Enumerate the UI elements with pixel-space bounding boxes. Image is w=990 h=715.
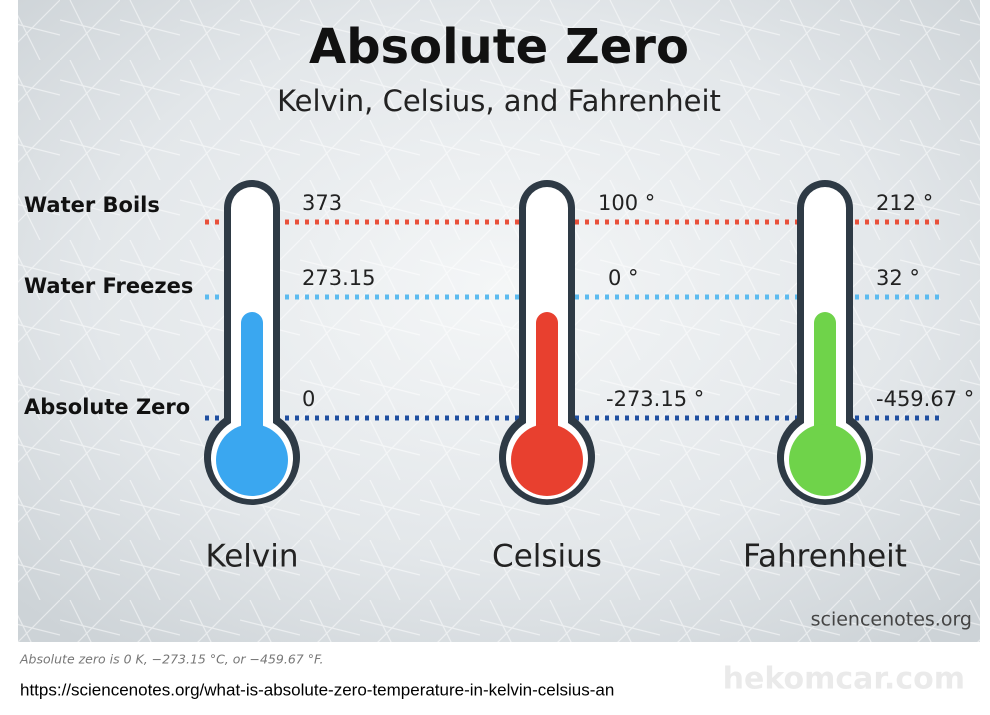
subtitle: Kelvin, Celsius, and Fahrenheit	[277, 84, 721, 118]
scale-value: 373	[302, 191, 342, 215]
scale-name: Fahrenheit	[743, 539, 907, 575]
url: https://sciencenotes.org/what-is-absolut…	[20, 680, 614, 699]
credit: sciencenotes.org	[811, 609, 972, 631]
thermometer-bulb	[789, 424, 861, 496]
scale-value: 212 °	[876, 191, 933, 215]
caption: Absolute zero is 0 K, −273.15 °C, or −45…	[19, 652, 324, 667]
title: Absolute Zero	[309, 19, 689, 75]
level-label: Absolute Zero	[24, 395, 190, 419]
thermometer-bulb	[216, 424, 288, 496]
scale-value: 32 °	[876, 266, 920, 290]
scale-value: 273.15	[302, 266, 375, 290]
scale-name: Celsius	[492, 539, 602, 575]
level-label: Water Freezes	[24, 274, 193, 298]
thermometer-fill	[241, 312, 263, 452]
scale-name: Kelvin	[205, 539, 298, 575]
scale-value: 100 °	[598, 191, 655, 215]
watermark: hekomcar.com	[723, 662, 965, 697]
thermometers: 373 273.15 0 Kelvin 100 ° 0 ° -273.15 ° Celsius…	[203, 180, 974, 575]
scale-value: -273.15 °	[606, 387, 704, 411]
thermometer-fill	[536, 312, 558, 452]
scale-value: 0	[302, 387, 315, 411]
infographic: Absolute Zero Kelvin, Celsius, and Fahre…	[18, 0, 980, 642]
scale-value: -459.67 °	[876, 387, 974, 411]
level-label: Water Boils	[24, 193, 160, 217]
thermometer-bulb	[511, 424, 583, 496]
thermometer-fill	[814, 312, 836, 452]
scale-value: 0 °	[608, 266, 639, 290]
